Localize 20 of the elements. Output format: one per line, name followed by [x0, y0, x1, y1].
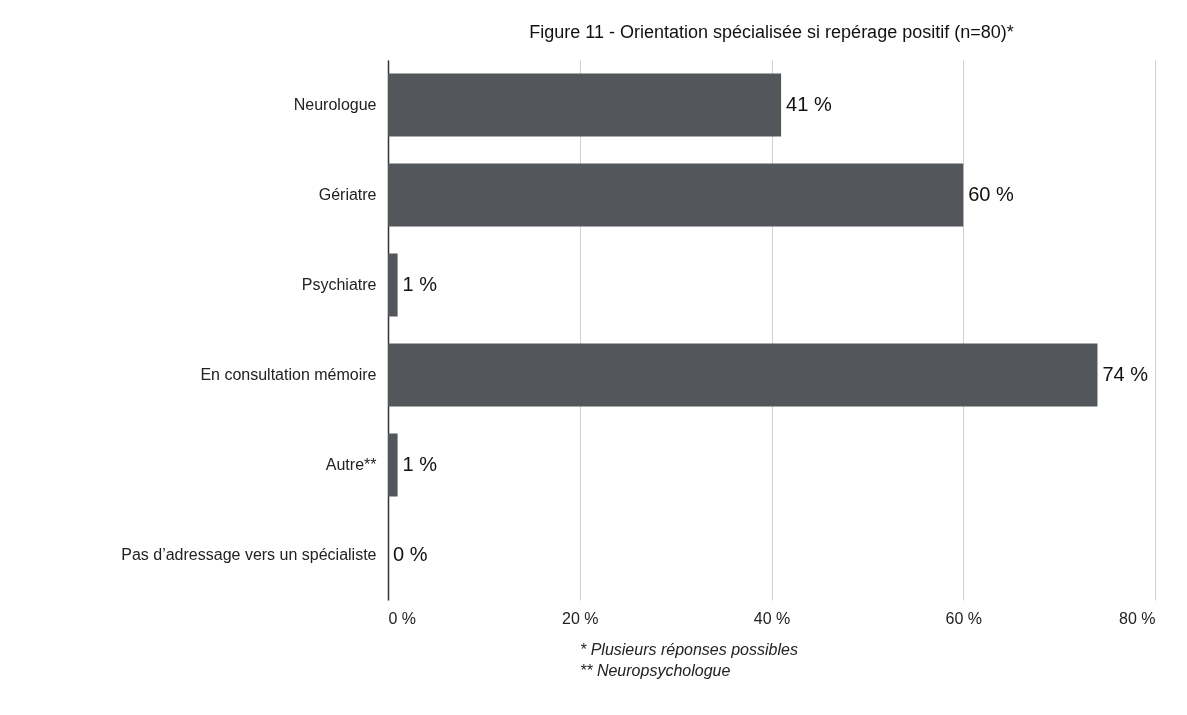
data-label: 0 % — [393, 543, 428, 565]
x-tick-label: 60 % — [945, 609, 982, 627]
x-tick-label: 20 % — [562, 609, 599, 627]
y-tick-label: Gériatre — [318, 186, 377, 203]
chart-title: Figure 11 - Orientation spécialisée si repérage positif (n=80)* — [529, 22, 1014, 42]
y-tick-label: En consultation mémoire — [200, 366, 377, 383]
y-tick-label: Pas d’adressage vers un spécialiste — [121, 546, 377, 563]
text: * Plusieurs réponses possibles — [580, 641, 798, 658]
data-label: 60 % — [968, 183, 1015, 205]
y-tick-label: Psychiatre — [301, 276, 377, 293]
x-tick-label: 40 % — [753, 609, 791, 627]
data-label: 41 % — [786, 93, 832, 115]
y-tick-label: Autre** — [325, 456, 377, 473]
y-tick-label: Neurologue — [293, 96, 377, 113]
data-label: 1 % — [402, 453, 438, 475]
x-tick-label: 0 % — [388, 609, 417, 627]
text: ** Neuropsychologue — [580, 662, 731, 679]
data-label: 1 % — [402, 273, 438, 295]
data-label: 74 % — [1102, 363, 1149, 385]
x-tick-label: 80 % — [1119, 609, 1156, 627]
